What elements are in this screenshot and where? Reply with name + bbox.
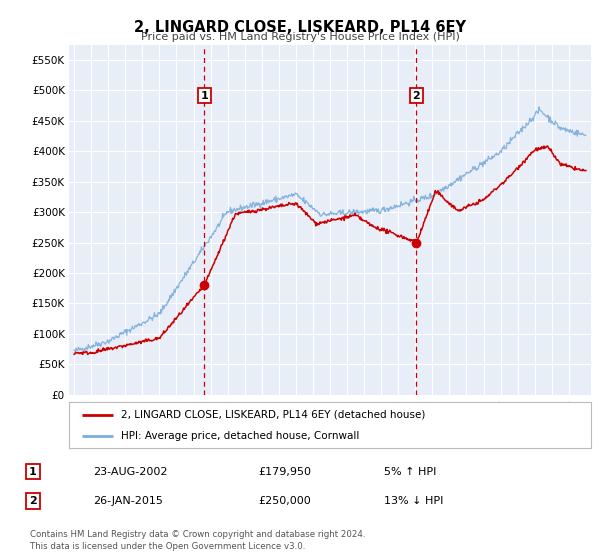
Text: 5% ↑ HPI: 5% ↑ HPI bbox=[384, 466, 436, 477]
Text: 2: 2 bbox=[413, 91, 421, 101]
Text: 26-JAN-2015: 26-JAN-2015 bbox=[93, 496, 163, 506]
Text: HPI: Average price, detached house, Cornwall: HPI: Average price, detached house, Corn… bbox=[121, 431, 359, 441]
Text: 2: 2 bbox=[29, 496, 37, 506]
Text: Price paid vs. HM Land Registry's House Price Index (HPI): Price paid vs. HM Land Registry's House … bbox=[140, 32, 460, 43]
Text: This data is licensed under the Open Government Licence v3.0.: This data is licensed under the Open Gov… bbox=[30, 542, 305, 550]
Text: 2, LINGARD CLOSE, LISKEARD, PL14 6EY: 2, LINGARD CLOSE, LISKEARD, PL14 6EY bbox=[134, 20, 466, 35]
Text: 13% ↓ HPI: 13% ↓ HPI bbox=[384, 496, 443, 506]
Text: 23-AUG-2002: 23-AUG-2002 bbox=[93, 466, 167, 477]
Text: £179,950: £179,950 bbox=[258, 466, 311, 477]
Text: 1: 1 bbox=[200, 91, 208, 101]
Text: 2, LINGARD CLOSE, LISKEARD, PL14 6EY (detached house): 2, LINGARD CLOSE, LISKEARD, PL14 6EY (de… bbox=[121, 410, 425, 420]
Text: Contains HM Land Registry data © Crown copyright and database right 2024.: Contains HM Land Registry data © Crown c… bbox=[30, 530, 365, 539]
Text: 1: 1 bbox=[29, 466, 37, 477]
Text: £250,000: £250,000 bbox=[258, 496, 311, 506]
